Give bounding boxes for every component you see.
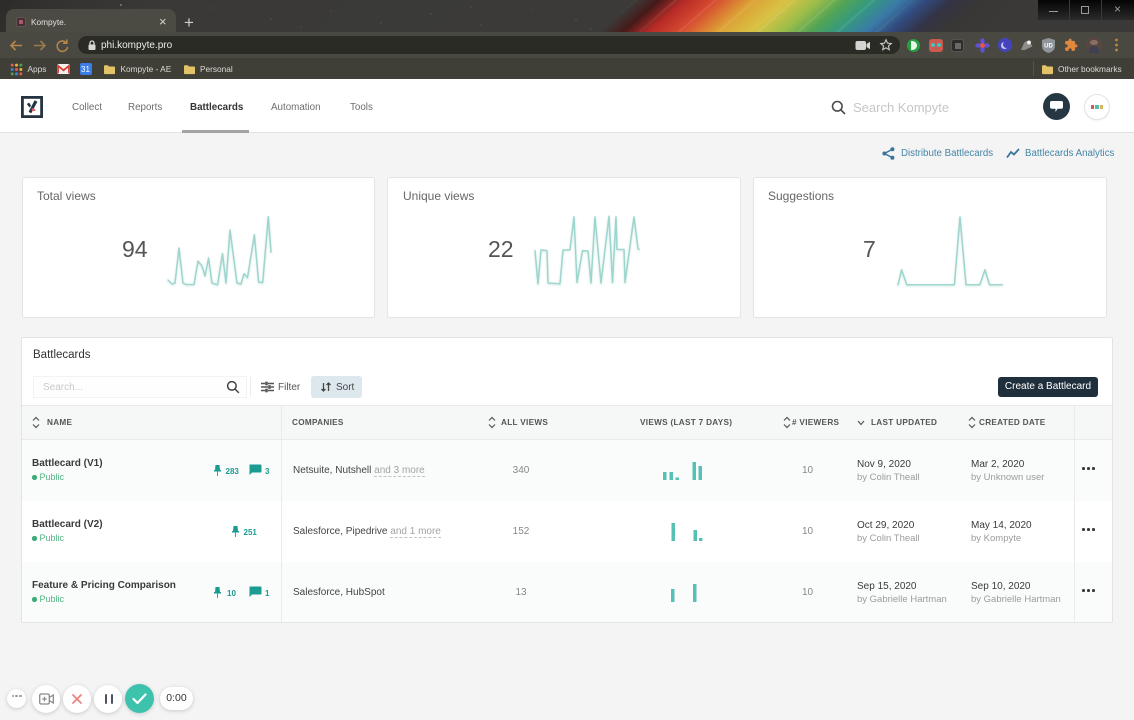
svg-text:UD: UD (1044, 44, 1053, 50)
